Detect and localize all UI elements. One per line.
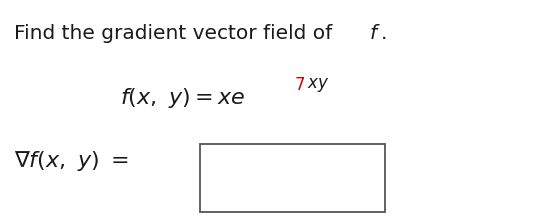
Text: $\nabla \mathit{f}(x,\ y)\ =$: $\nabla \mathit{f}(x,\ y)\ =$: [14, 149, 129, 173]
Text: 7: 7: [295, 76, 306, 94]
Bar: [200, 144, 385, 212]
Text: .: .: [381, 24, 387, 43]
Text: $\mathit{f}(x,\ y) = xe$: $\mathit{f}(x,\ y) = xe$: [120, 86, 245, 110]
Text: $\mathit{xy}$: $\mathit{xy}$: [307, 76, 329, 94]
Text: f: f: [370, 24, 377, 43]
Text: Find the gradient vector field of: Find the gradient vector field of: [14, 24, 338, 43]
